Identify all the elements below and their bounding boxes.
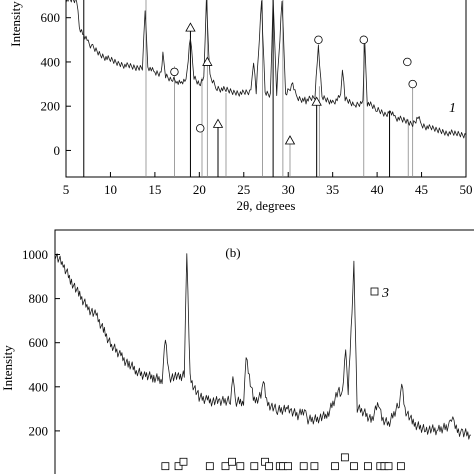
panel-b-square-marker — [396, 462, 405, 471]
panel-a-triangle-marker — [212, 118, 224, 128]
panel-b-square-marker — [205, 462, 214, 471]
panel-b-y-tick-label: 400 — [29, 379, 49, 394]
panel-b-square-marker — [340, 453, 349, 462]
panel-a-y-tick-label: 400 — [41, 54, 61, 69]
panel-a-frame — [65, 0, 467, 178]
panel-b-y-tick-label: 800 — [29, 291, 49, 306]
panel-a-triangle-marker — [202, 56, 213, 66]
panel-a-x-tick-label: 10 — [104, 182, 117, 197]
panel-a-triangle-marker — [311, 96, 322, 106]
panel-a-circle-marker — [170, 67, 179, 77]
panel-b-square-marker — [384, 462, 393, 471]
panel-a-x-tick-label: 25 — [237, 182, 250, 197]
panel-a-x-tick-label: 40 — [371, 182, 384, 197]
panel-b-title: (b) — [225, 245, 240, 260]
panel-a-curve-label: 1 — [449, 101, 456, 116]
panel-a-x-tick-label: 15 — [148, 182, 161, 197]
panel-a: Intensity 2θ, degrees 1 5 10 15 20 25 30 35 40 4… — [8, 0, 473, 213]
panel-b-square-marker — [350, 462, 358, 471]
panel-b-legend-square-icon — [370, 287, 379, 296]
panel-a-triangle-marker — [185, 22, 196, 32]
panel-b-series-line — [55, 253, 472, 440]
panel-b-square-marker — [331, 462, 339, 471]
panel-a-y-tick-label: 0 — [54, 143, 61, 158]
panel-b-square-marker — [364, 462, 372, 471]
panel-a-series-line — [66, 0, 466, 139]
panel-a-x-tick-label: 45 — [415, 182, 428, 197]
panel-b-square-marker — [284, 462, 292, 471]
panel-b-square-marker — [299, 462, 308, 471]
panel-a-circle-marker — [359, 35, 368, 45]
panel-b-square-marker — [174, 462, 183, 471]
panel-b-y-tick-label: 200 — [29, 423, 49, 438]
panel-a-y-tick-label: 600 — [41, 10, 61, 25]
panel-a-x-axis-title: 2θ, degrees — [237, 198, 296, 213]
panel-a-y-axis-title: Intensity — [8, 1, 23, 47]
panel-b-square-marker — [179, 457, 188, 466]
panel-a-x-tick-label: 20 — [193, 182, 206, 197]
panel-b-square-marker — [161, 462, 170, 471]
panel-a-circle-marker — [196, 124, 205, 133]
panel-b-square-marker — [261, 457, 269, 466]
panel-b-square-marker — [236, 462, 245, 471]
panel-b-frame — [54, 229, 474, 474]
panel-a-circle-marker — [403, 57, 412, 67]
panel-a-circle-marker — [314, 35, 323, 45]
panel-a-x-tick-label: 30 — [282, 182, 295, 197]
panel-a-triangle-marker — [284, 135, 296, 145]
panel-a-x-tick-label: 5 — [63, 182, 70, 197]
panel-b-legend-label: 3 — [381, 286, 389, 301]
panel-a-y-tick-label: 200 — [41, 99, 61, 114]
panel-a-x-tick-label: 50 — [460, 182, 473, 197]
panel-b-square-marker — [265, 462, 274, 471]
panel-b: (b) Intensity 3 200 400 600 800 1000 — [0, 229, 474, 474]
panel-b-square-marker — [250, 462, 259, 471]
panel-b-square-marker — [228, 457, 236, 466]
panel-b-y-tick-label: 600 — [29, 335, 49, 350]
panel-b-square-marker — [221, 462, 230, 471]
panel-b-y-axis-title: Intensity — [0, 345, 15, 391]
panel-a-circle-marker — [408, 79, 417, 89]
panel-b-y-tick-label: 1000 — [22, 247, 48, 262]
panel-a-x-tick-label: 35 — [326, 182, 339, 197]
panel-b-square-marker — [310, 462, 319, 471]
